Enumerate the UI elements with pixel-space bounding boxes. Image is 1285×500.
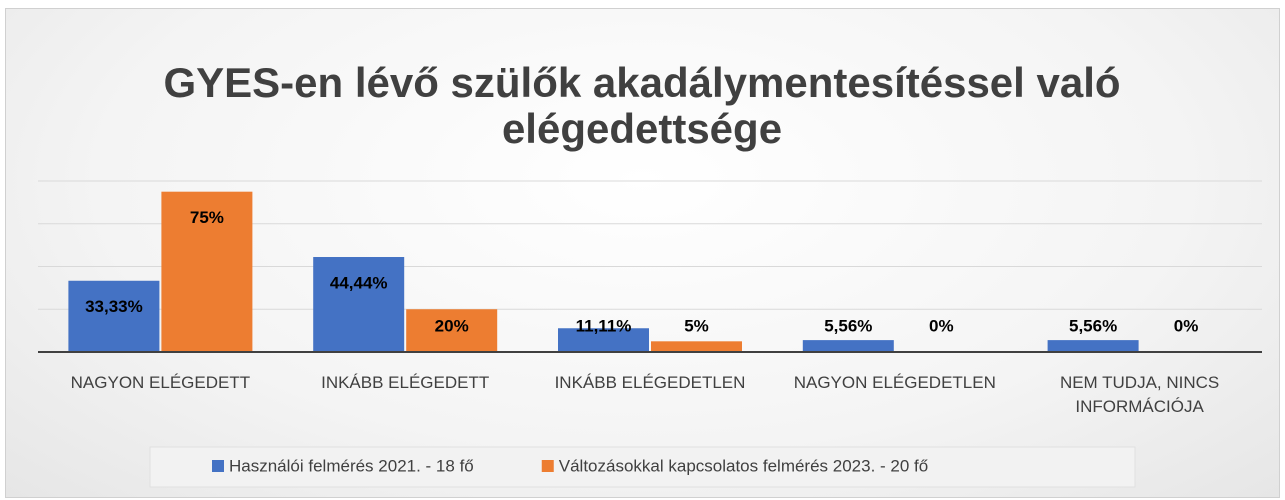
value-label: 5,56% bbox=[824, 316, 872, 335]
value-label: 33,33% bbox=[85, 297, 143, 316]
bar bbox=[313, 257, 405, 352]
x-tick-label: INKÁBB ELÉGEDETT bbox=[321, 373, 490, 392]
bar bbox=[558, 328, 649, 352]
x-tick-label: INKÁBB ELÉGEDETLEN bbox=[554, 373, 746, 392]
bar bbox=[161, 191, 253, 352]
bar bbox=[651, 341, 742, 352]
x-tick-label: NAGYON ELÉGEDETT bbox=[70, 373, 251, 392]
bar bbox=[406, 309, 498, 352]
value-label: 20% bbox=[435, 316, 469, 335]
value-label: 44,44% bbox=[330, 273, 388, 292]
bar bbox=[1047, 340, 1139, 352]
value-label: 0% bbox=[1174, 316, 1199, 335]
chart-title: GYES-en lévő szülők akadálymentesítéssel… bbox=[163, 59, 1121, 152]
value-label: 0% bbox=[929, 316, 954, 335]
legend-label: Változásokkal kapcsolatos felmérés 2023.… bbox=[559, 456, 928, 475]
value-label: 5,56% bbox=[1069, 316, 1117, 335]
x-tick-label: NEM TUDJA, NINCS INFORMÁCIÓJA bbox=[1059, 373, 1220, 416]
legend-swatch bbox=[541, 460, 554, 472]
value-label: 11,11% bbox=[576, 316, 632, 335]
bar bbox=[802, 340, 894, 352]
x-tick-label: NAGYON ELÉGEDETLEN bbox=[793, 373, 996, 392]
legend-swatch bbox=[212, 460, 224, 472]
legend-label: Használói felmérés 2021. - 18 fő bbox=[229, 456, 474, 475]
value-label: 75% bbox=[190, 208, 224, 227]
bar bbox=[68, 280, 160, 352]
legend-box bbox=[149, 446, 1136, 488]
value-label: 5% bbox=[684, 316, 709, 335]
